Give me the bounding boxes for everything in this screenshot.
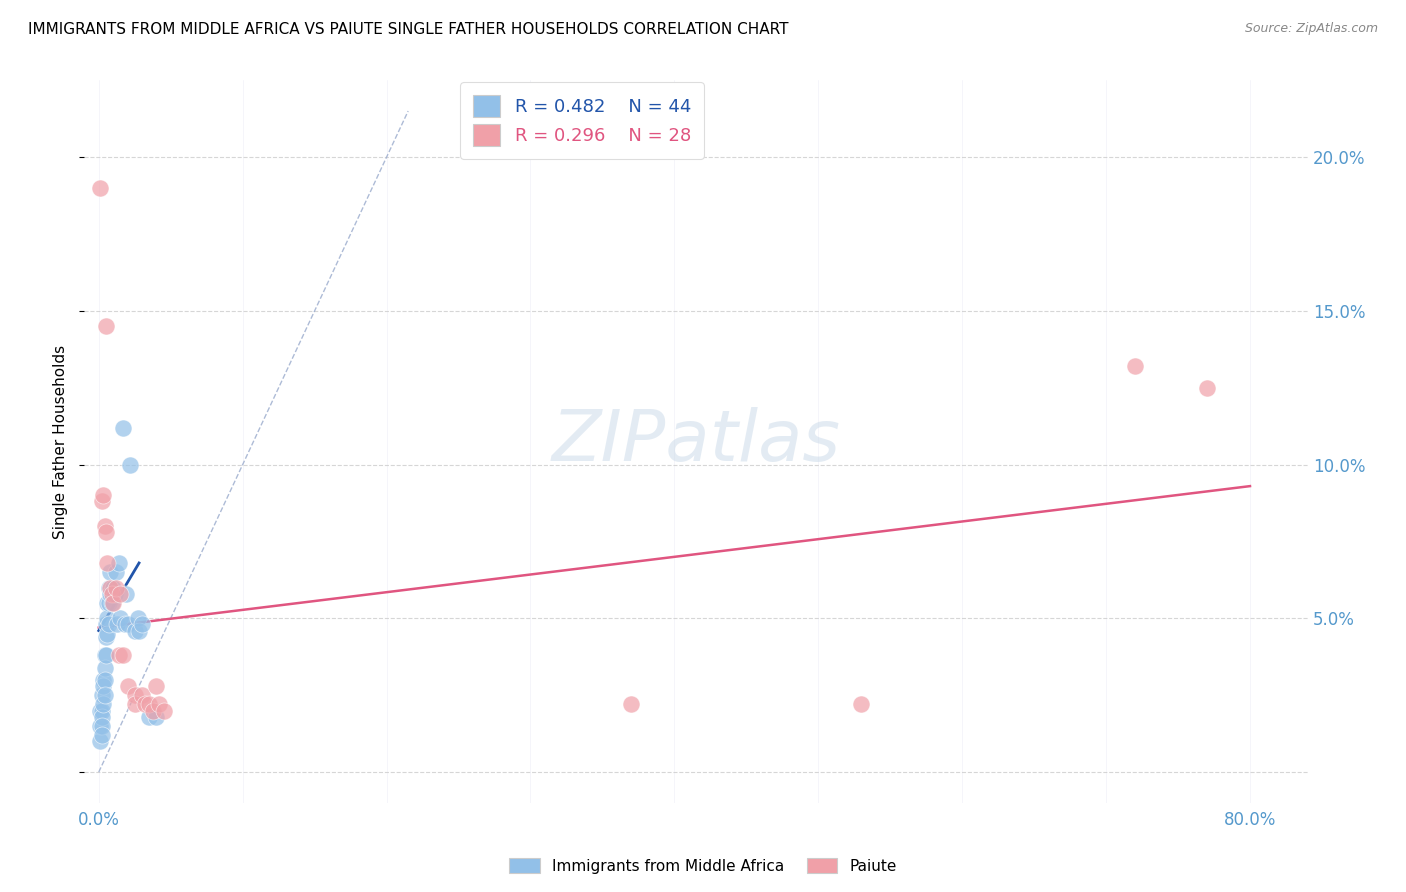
Point	[110, 611, 132, 625]
Point	[1123, 359, 1146, 374]
Point	[90, 494, 112, 508]
Point	[97, 596, 120, 610]
Legend: R = 0.482    N = 44, R = 0.296    N = 28: R = 0.482 N = 44, R = 0.296 N = 28	[460, 82, 703, 159]
Point	[110, 587, 132, 601]
Point	[90, 728, 112, 742]
Point	[94, 617, 117, 632]
Point	[98, 587, 121, 601]
Point	[94, 630, 117, 644]
Point	[89, 704, 111, 718]
Point	[108, 556, 131, 570]
Point	[101, 581, 124, 595]
Point	[112, 648, 135, 663]
Point	[128, 624, 150, 638]
Point	[117, 679, 139, 693]
Text: IMMIGRANTS FROM MIDDLE AFRICA VS PAIUTE SINGLE FATHER HOUSEHOLDS CORRELATION CHA: IMMIGRANTS FROM MIDDLE AFRICA VS PAIUTE …	[28, 22, 789, 37]
Point	[93, 673, 115, 687]
Point	[138, 709, 160, 723]
Point	[93, 519, 115, 533]
Point	[90, 709, 112, 723]
Point	[142, 704, 165, 718]
Point	[124, 624, 146, 638]
Point	[112, 420, 135, 434]
Point	[90, 719, 112, 733]
Point	[152, 704, 174, 718]
Point	[100, 596, 122, 610]
Point	[124, 688, 146, 702]
Point	[97, 617, 120, 632]
Point	[89, 719, 111, 733]
Point	[93, 688, 115, 702]
Y-axis label: Single Father Households: Single Father Households	[53, 344, 69, 539]
Point	[148, 698, 170, 712]
Point	[97, 581, 120, 595]
Point	[108, 648, 131, 663]
Point	[134, 698, 156, 712]
Text: Source: ZipAtlas.com: Source: ZipAtlas.com	[1244, 22, 1378, 36]
Point	[620, 698, 643, 712]
Point	[100, 587, 122, 601]
Point	[124, 698, 146, 712]
Point	[91, 673, 114, 687]
Point	[103, 587, 125, 601]
Point	[114, 617, 136, 632]
Point	[94, 648, 117, 663]
Point	[117, 617, 139, 632]
Point	[96, 596, 118, 610]
Point	[105, 581, 128, 595]
Point	[145, 709, 167, 723]
Point	[131, 617, 153, 632]
Point	[131, 688, 153, 702]
Point	[89, 734, 111, 748]
Point	[91, 698, 114, 712]
Point	[90, 704, 112, 718]
Point	[107, 617, 129, 632]
Point	[94, 525, 117, 540]
Point	[96, 611, 118, 625]
Point	[93, 660, 115, 674]
Point	[138, 698, 160, 712]
Point	[98, 581, 121, 595]
Legend: Immigrants from Middle Africa, Paiute: Immigrants from Middle Africa, Paiute	[503, 852, 903, 880]
Point	[90, 688, 112, 702]
Point	[120, 458, 142, 472]
Point	[98, 565, 121, 579]
Point	[1195, 381, 1218, 395]
Point	[89, 181, 111, 195]
Point	[91, 488, 114, 502]
Point	[94, 319, 117, 334]
Point	[105, 565, 128, 579]
Point	[96, 626, 118, 640]
Point	[145, 679, 167, 693]
Point	[127, 611, 149, 625]
Point	[93, 648, 115, 663]
Point	[96, 556, 118, 570]
Point	[115, 587, 138, 601]
Point	[851, 698, 873, 712]
Text: ZIPatlas: ZIPatlas	[551, 407, 841, 476]
Point	[101, 596, 124, 610]
Point	[91, 679, 114, 693]
